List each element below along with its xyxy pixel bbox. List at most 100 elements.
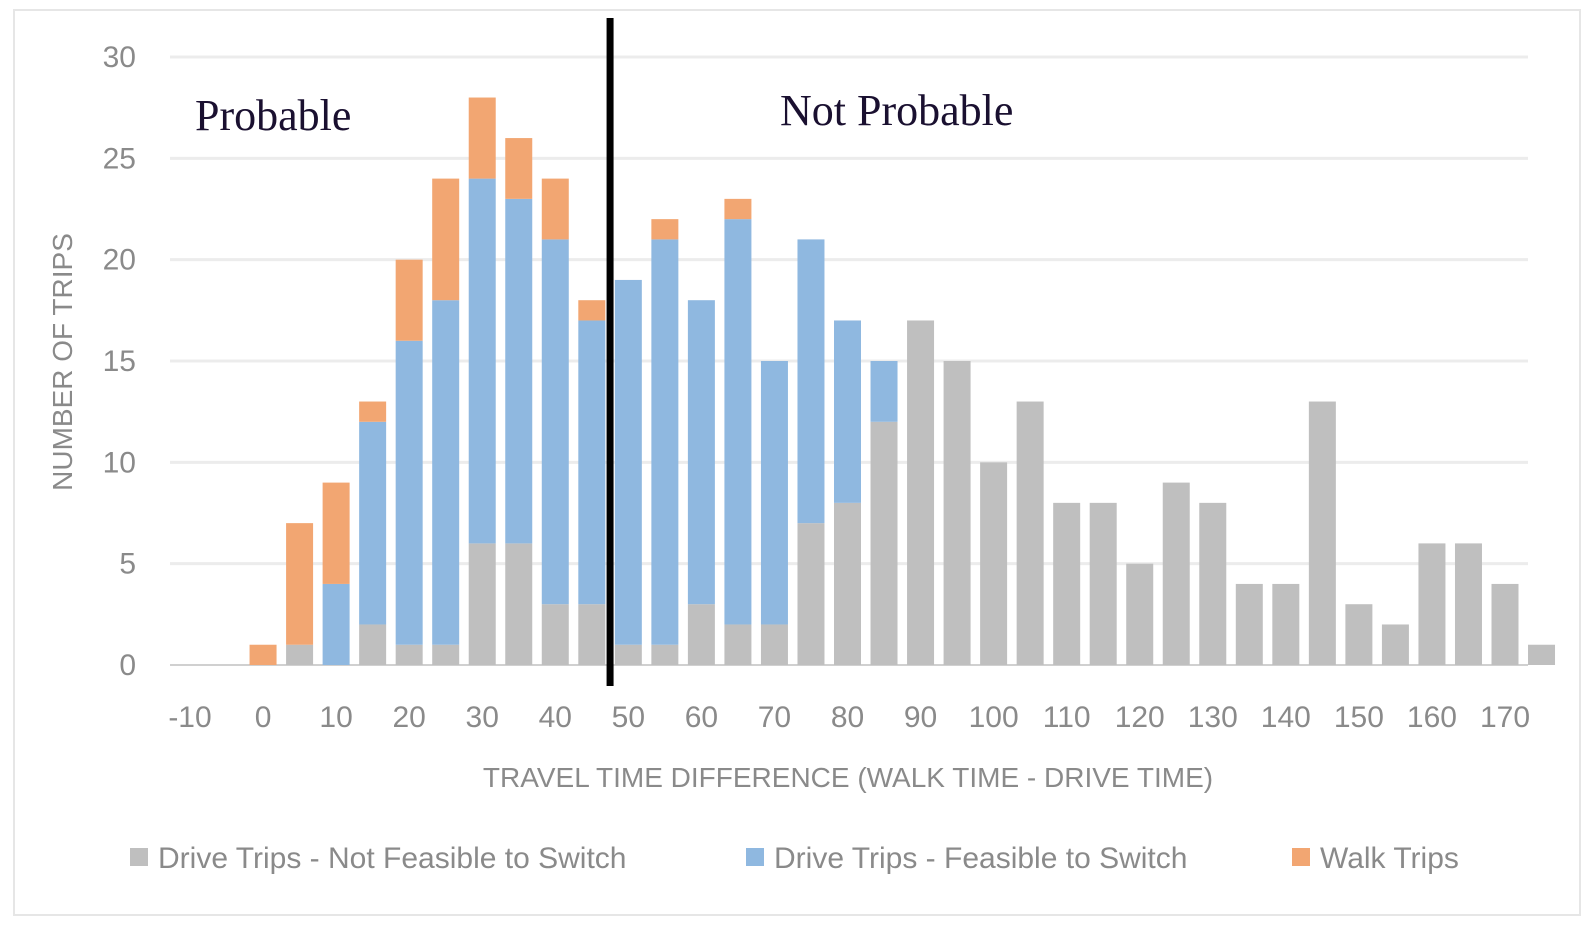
bar-walk	[286, 523, 314, 645]
bar-not-feasible	[1345, 604, 1373, 665]
y-tick-label: 0	[119, 649, 136, 682]
y-tick-label: 25	[103, 142, 136, 175]
bar-walk	[395, 259, 423, 341]
y-tick-label: 15	[103, 345, 136, 378]
legend-label-walk: Walk Trips	[1320, 842, 1459, 875]
annotation-probable: Probable	[195, 91, 351, 140]
bar-feasible	[687, 300, 715, 605]
bar-not-feasible	[1162, 482, 1190, 665]
bar-not-feasible	[468, 543, 496, 665]
bar-not-feasible	[578, 604, 606, 665]
bar-not-feasible	[724, 624, 752, 665]
bar-not-feasible	[943, 361, 971, 665]
y-tick-labels: 0 5 10 15 20 25 30	[103, 41, 136, 682]
bar-feasible	[870, 361, 898, 422]
bar-not-feasible	[687, 604, 715, 665]
bar-feasible	[322, 583, 350, 665]
bar-not-feasible	[1053, 502, 1081, 665]
bar-not-feasible	[432, 644, 460, 665]
annotation-not-probable: Not Probable	[780, 86, 1013, 135]
x-tick-label: 100	[969, 701, 1019, 734]
bar-not-feasible	[1089, 502, 1117, 665]
bar-not-feasible	[359, 624, 387, 665]
bar-not-feasible	[1016, 401, 1044, 665]
bar-not-feasible	[651, 644, 679, 665]
bar-feasible	[614, 279, 642, 645]
bar-not-feasible	[1235, 583, 1263, 665]
bar-not-feasible	[1491, 583, 1519, 665]
legend-item-feasible: Drive Trips - Feasible to Switch	[746, 842, 1187, 875]
y-tick-label: 30	[103, 41, 136, 74]
x-tick-label: 120	[1115, 701, 1165, 734]
bar-not-feasible	[1126, 563, 1154, 665]
legend-swatch-feasible	[746, 848, 764, 866]
bar-feasible	[541, 239, 569, 605]
bar-not-feasible	[1528, 644, 1556, 665]
y-axis-title: NUMBER OF TRIPS	[47, 233, 78, 491]
bar-feasible	[359, 421, 387, 625]
bar-not-feasible	[614, 644, 642, 665]
x-tick-label: 160	[1407, 701, 1457, 734]
bar-walk	[249, 644, 277, 665]
bar-walk	[322, 482, 350, 584]
x-tick-label: 60	[685, 701, 718, 734]
x-tick-label: 80	[831, 701, 864, 734]
bar-not-feasible	[797, 523, 825, 665]
bars-group	[249, 97, 1556, 665]
x-tick-label: 110	[1043, 701, 1091, 734]
y-tick-label: 5	[119, 548, 136, 581]
x-tick-label: 170	[1480, 701, 1530, 734]
bar-walk	[359, 401, 387, 422]
x-tick-label: 90	[904, 701, 937, 734]
legend-item-not-feasible: Drive Trips - Not Feasible to Switch	[130, 842, 626, 875]
bar-walk	[432, 178, 460, 301]
x-tick-label: 150	[1334, 701, 1384, 734]
x-tick-label: -10	[168, 701, 211, 734]
x-tick-label: 10	[319, 701, 352, 734]
bar-feasible	[505, 198, 533, 544]
bar-not-feasible	[1272, 583, 1300, 665]
x-tick-label: 20	[392, 701, 425, 734]
bar-not-feasible	[1381, 624, 1409, 665]
legend-swatch-walk	[1292, 848, 1310, 866]
bar-not-feasible	[541, 604, 569, 665]
legend-item-walk: Walk Trips	[1292, 842, 1459, 875]
bar-not-feasible	[980, 462, 1008, 665]
bar-not-feasible	[834, 502, 861, 665]
x-tick-label: 0	[255, 701, 272, 734]
bar-not-feasible	[1308, 401, 1336, 665]
bar-not-feasible	[907, 320, 935, 665]
bar-feasible	[724, 219, 752, 625]
x-tick-label: 40	[539, 701, 572, 734]
y-tick-label: 10	[103, 446, 136, 479]
x-tick-label: 140	[1261, 701, 1311, 734]
bar-not-feasible	[286, 644, 314, 665]
bar-feasible	[834, 320, 861, 503]
bar-not-feasible	[505, 543, 533, 665]
legend-swatch-not-feasible	[130, 848, 148, 866]
bar-feasible	[395, 340, 423, 645]
x-tick-label: 70	[758, 701, 791, 734]
bar-feasible	[797, 239, 825, 524]
x-tick-label: 30	[466, 701, 499, 734]
bar-feasible	[651, 239, 679, 645]
x-tick-label: 130	[1188, 701, 1238, 734]
bar-walk	[651, 219, 679, 240]
x-axis-title: TRAVEL TIME DIFFERENCE (WALK TIME - DRIV…	[483, 762, 1213, 793]
bar-walk	[578, 300, 606, 321]
bar-feasible	[468, 178, 496, 544]
bar-feasible	[432, 300, 460, 645]
bar-not-feasible	[1199, 502, 1227, 665]
x-tick-label: 50	[612, 701, 645, 734]
bar-not-feasible	[1454, 543, 1482, 665]
x-tick-labels: -10 0 10 20 30 40 50 60 70 80 90 100 110 120 130 140 150…	[168, 701, 1530, 734]
bar-walk	[468, 97, 496, 179]
legend: Drive Trips - Not Feasible to Switch Dri…	[130, 842, 1459, 875]
bar-walk	[541, 178, 569, 240]
legend-label-not-feasible: Drive Trips - Not Feasible to Switch	[158, 842, 626, 875]
bar-not-feasible	[870, 421, 898, 665]
bar-feasible	[578, 320, 606, 605]
legend-label-feasible: Drive Trips - Feasible to Switch	[774, 842, 1187, 875]
bar-walk	[724, 198, 752, 220]
